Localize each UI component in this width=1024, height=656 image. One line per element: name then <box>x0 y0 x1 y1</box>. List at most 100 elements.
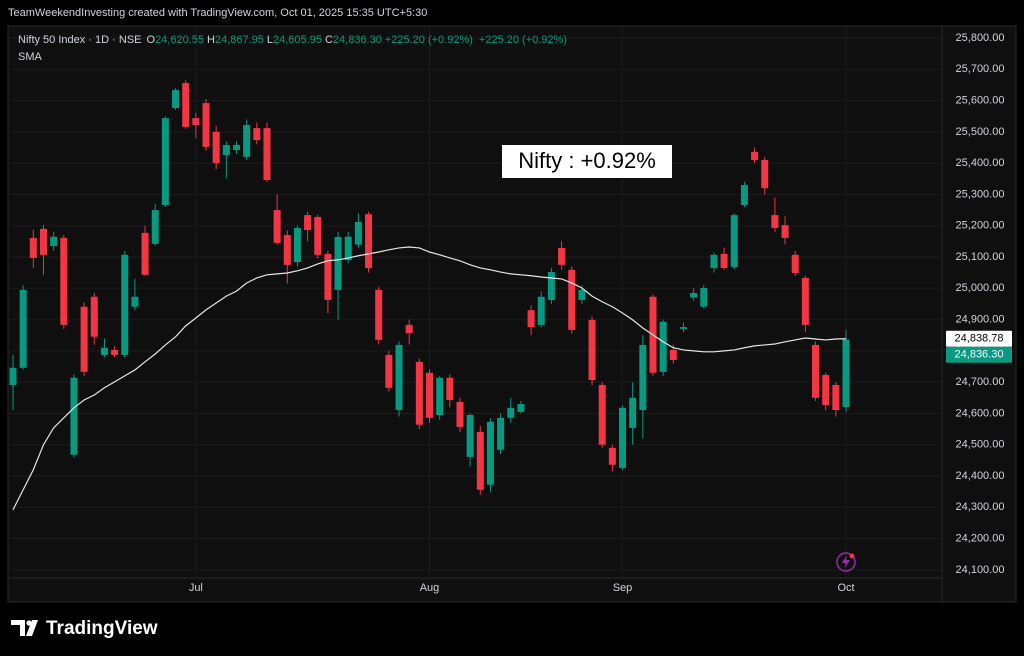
candle-body <box>588 319 596 380</box>
candle-body <box>263 128 271 181</box>
price-label: 24,836.30 <box>955 349 1004 361</box>
candle-body <box>476 431 484 490</box>
brand-logo: TradingView <box>11 618 158 639</box>
candle-body <box>456 401 464 427</box>
candle-body <box>334 236 342 290</box>
candle-body <box>141 232 149 275</box>
candle-body <box>9 367 17 385</box>
candle-body <box>700 287 708 307</box>
candle-body <box>212 131 220 164</box>
candle-body <box>598 384 606 445</box>
price-label-box <box>946 346 1012 363</box>
candle-body <box>517 404 525 412</box>
candle-body <box>690 292 698 298</box>
alert-bolt <box>842 555 850 569</box>
candle-body <box>426 372 433 418</box>
candle-body <box>659 321 667 372</box>
change: +225.20 (+0.92%) <box>479 34 567 46</box>
ohlc-value: 24,620.55 <box>155 34 204 46</box>
y-tick-label: 25,700.00 <box>956 63 1005 75</box>
candle-body <box>324 253 332 300</box>
candle-body <box>29 237 37 258</box>
candle-body <box>751 151 759 161</box>
candle-body <box>90 296 98 337</box>
y-tick-label: 24,600.00 <box>956 407 1005 419</box>
candle-body <box>222 145 230 156</box>
candle-body <box>80 306 88 372</box>
candle-body <box>283 235 291 265</box>
candle-body <box>293 227 301 263</box>
grid <box>8 26 942 578</box>
y-tick-label: 25,300.00 <box>956 188 1005 200</box>
candle-body <box>314 216 322 255</box>
candle-body <box>537 296 545 325</box>
candle-body <box>253 128 261 141</box>
candle-body <box>304 215 312 231</box>
ohlc-label: C <box>325 34 333 46</box>
candle-body <box>415 361 423 425</box>
y-tick-label: 24,500.00 <box>956 439 1005 451</box>
candle-body <box>192 118 200 125</box>
candle-body <box>547 272 555 300</box>
logo-mark <box>26 620 38 636</box>
y-tick-label: 25,600.00 <box>956 94 1005 106</box>
candle-body <box>446 377 454 400</box>
candle-body <box>436 377 444 416</box>
candle-body <box>781 225 789 238</box>
candle-body <box>801 277 809 325</box>
ohlc-label: L <box>267 34 273 46</box>
candle-body <box>111 349 119 355</box>
y-tick-label: 24,700.00 <box>956 376 1005 388</box>
candle-body <box>243 124 251 157</box>
price-label-box <box>946 330 1012 347</box>
y-tick-label: 25,000.00 <box>956 282 1005 294</box>
change: +225.20 (+0.92%) <box>385 34 473 46</box>
price-label: 24,838.78 <box>955 333 1004 345</box>
annotation: Nifty : +0.92% <box>518 148 656 173</box>
candle-body <box>730 215 738 268</box>
candle-body <box>486 421 494 485</box>
candle-body <box>50 236 58 247</box>
candle-body <box>466 415 474 457</box>
y-tick-label: 25,400.00 <box>956 157 1005 169</box>
candle-body <box>822 374 830 405</box>
candle-body <box>669 349 677 360</box>
candle-body <box>812 344 820 398</box>
candle-body <box>740 185 748 206</box>
candle-body <box>182 83 190 127</box>
candle-body <box>131 296 139 307</box>
alert-dot <box>849 553 855 559</box>
candle-body <box>354 221 362 245</box>
x-tick-label: Jul <box>189 582 203 594</box>
logo-mark <box>26 620 32 626</box>
candle-body <box>558 247 566 265</box>
candle-body <box>172 89 180 109</box>
plot <box>9 80 850 511</box>
candle-body <box>568 269 576 330</box>
candle-body <box>527 310 535 328</box>
alert-icon[interactable] <box>836 552 856 572</box>
candle-body <box>202 103 210 147</box>
candle-body <box>608 447 616 465</box>
ohlc-value: 24,836.30 <box>333 34 382 46</box>
candle-body <box>39 228 47 255</box>
candle-body <box>497 417 505 450</box>
symbol: Nifty 50 Index · 1D · NSE <box>18 34 142 46</box>
candle-body <box>629 397 637 428</box>
candle-body <box>710 254 718 268</box>
ohlc-label: O <box>147 34 156 46</box>
candle-body <box>100 347 108 355</box>
candle-body <box>832 384 840 410</box>
candle-body <box>60 237 68 325</box>
candle-body <box>771 215 779 228</box>
candle-body <box>365 214 373 268</box>
y-tick-label: 24,400.00 <box>956 470 1005 482</box>
candle-body <box>273 210 281 243</box>
y-tick-label: 24,200.00 <box>956 532 1005 544</box>
chart-panel <box>7 25 1017 603</box>
candle-body <box>639 344 647 410</box>
candle-body <box>679 327 687 329</box>
candle-body <box>578 289 586 300</box>
